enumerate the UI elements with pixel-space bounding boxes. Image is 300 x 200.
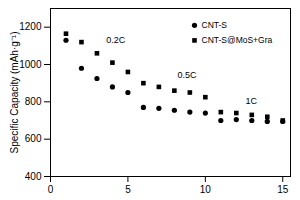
svg-text:CNT-S: CNT-S [202,20,228,30]
svg-text:1C: 1C [246,96,258,106]
svg-text:10: 10 [200,184,212,195]
svg-text:15: 15 [277,184,289,195]
svg-text:Specific Capacity (mAh·g⁻¹): Specific Capacity (mAh·g⁻¹) [9,32,20,154]
svg-text:0.5C: 0.5C [177,70,197,80]
svg-text:600: 600 [25,133,42,144]
svg-text:5: 5 [125,184,131,195]
svg-text:0: 0 [48,184,54,195]
svg-text:800: 800 [25,96,42,107]
svg-text:CNT-S@MoS+Gra: CNT-S@MoS+Gra [202,35,273,45]
svg-text:0.2C: 0.2C [106,35,126,45]
svg-text:1200: 1200 [19,21,42,32]
svg-text:400: 400 [25,171,42,182]
svg-text:1000: 1000 [19,59,42,70]
